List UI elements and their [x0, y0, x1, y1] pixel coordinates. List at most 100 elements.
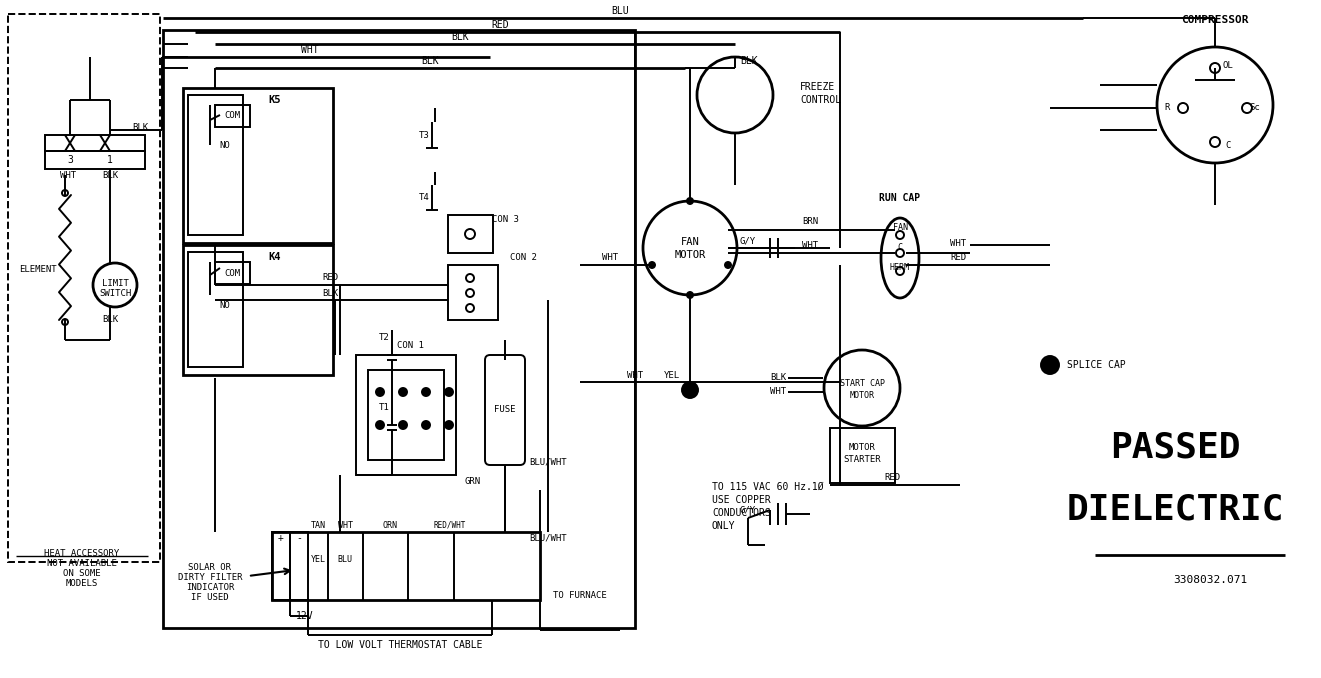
Bar: [291, 532, 308, 600]
Bar: [215, 105, 250, 127]
Text: RUN CAP: RUN CAP: [880, 193, 921, 203]
Text: TO FURNACE: TO FURNACE: [553, 591, 606, 599]
Text: COMPRESSOR: COMPRESSOR: [1181, 15, 1248, 25]
Text: STARTER: STARTER: [843, 456, 881, 464]
Text: ONLY: ONLY: [712, 521, 736, 531]
Circle shape: [896, 267, 904, 275]
Text: BRN: BRN: [802, 218, 818, 226]
Text: K4: K4: [268, 252, 281, 262]
Text: CONTROL: CONTROL: [801, 95, 841, 105]
Circle shape: [466, 289, 474, 297]
Bar: [215, 262, 250, 284]
Text: BLK: BLK: [421, 56, 439, 66]
Text: C: C: [1226, 140, 1231, 150]
Text: TO LOW VOLT THERMOSTAT CABLE: TO LOW VOLT THERMOSTAT CABLE: [318, 640, 482, 650]
Text: YEL: YEL: [310, 555, 325, 565]
Text: MOTOR: MOTOR: [675, 250, 705, 260]
Bar: [184, 245, 333, 375]
Text: FAN: FAN: [893, 224, 908, 233]
Text: RED: RED: [322, 273, 338, 283]
Text: T2: T2: [379, 334, 390, 342]
Text: HERM: HERM: [890, 264, 910, 273]
Text: Sc: Sc: [1250, 104, 1260, 113]
Circle shape: [697, 57, 773, 133]
Text: PASSED: PASSED: [1110, 431, 1240, 465]
Bar: [45, 135, 145, 151]
Circle shape: [399, 421, 407, 429]
Text: DIRTY FILTER: DIRTY FILTER: [178, 574, 242, 582]
Text: WHT: WHT: [950, 239, 966, 247]
Circle shape: [682, 382, 697, 398]
Text: WHT: WHT: [770, 388, 786, 397]
Text: MOTOR: MOTOR: [848, 443, 876, 452]
Text: BLK: BLK: [102, 170, 118, 180]
Ellipse shape: [881, 218, 919, 298]
Text: START CAP: START CAP: [840, 378, 885, 388]
Text: LIMIT: LIMIT: [102, 279, 128, 287]
Circle shape: [1178, 103, 1188, 113]
Text: ON SOME: ON SOME: [63, 568, 100, 578]
Text: COM: COM: [225, 111, 240, 121]
Text: BLK: BLK: [102, 315, 118, 325]
Text: 3308032.071: 3308032.071: [1173, 575, 1247, 585]
Bar: [184, 88, 333, 243]
Bar: [272, 532, 291, 600]
Circle shape: [62, 190, 67, 196]
Circle shape: [1041, 356, 1059, 374]
Circle shape: [445, 421, 453, 429]
Bar: [162, 30, 635, 628]
Text: NO: NO: [219, 300, 230, 309]
Text: ORN: ORN: [383, 521, 398, 530]
Text: BLU: BLU: [612, 6, 629, 16]
Text: G/Y: G/Y: [740, 506, 756, 515]
Circle shape: [466, 274, 474, 282]
Circle shape: [92, 263, 137, 307]
Text: WHT: WHT: [301, 45, 318, 55]
Circle shape: [421, 388, 431, 396]
Text: SWITCH: SWITCH: [99, 289, 131, 298]
Text: G/Y: G/Y: [740, 237, 756, 245]
Text: BLK: BLK: [132, 123, 148, 132]
Circle shape: [687, 292, 694, 298]
Text: GRN: GRN: [465, 477, 481, 487]
Text: K5: K5: [268, 95, 281, 105]
Circle shape: [687, 198, 694, 204]
Text: NO: NO: [219, 140, 230, 150]
Circle shape: [896, 249, 904, 257]
Text: INDICATOR: INDICATOR: [186, 584, 234, 593]
Text: ELEMENT: ELEMENT: [20, 266, 57, 275]
Text: HEAT ACCESSORY: HEAT ACCESSORY: [45, 549, 120, 557]
Text: NOT AVAILABLE: NOT AVAILABLE: [48, 559, 118, 567]
Bar: [448, 265, 498, 320]
Text: MOTOR: MOTOR: [849, 391, 875, 399]
Text: COM: COM: [225, 268, 240, 277]
Text: BLU: BLU: [337, 555, 353, 565]
Text: T4: T4: [419, 193, 431, 203]
Circle shape: [1242, 103, 1252, 113]
Text: T1: T1: [379, 403, 390, 412]
Text: -: -: [296, 533, 303, 543]
Text: BLU/WHT: BLU/WHT: [530, 458, 567, 466]
Circle shape: [896, 231, 904, 239]
Bar: [272, 532, 540, 600]
Text: USE COPPER: USE COPPER: [712, 495, 770, 505]
Text: 12V: 12V: [296, 611, 314, 621]
Text: 3: 3: [67, 155, 73, 165]
Circle shape: [1210, 137, 1221, 147]
Text: RED/WHT: RED/WHT: [433, 521, 466, 530]
Circle shape: [1210, 63, 1221, 73]
Text: RED: RED: [491, 20, 509, 30]
Circle shape: [649, 262, 655, 268]
Text: WHT: WHT: [59, 170, 77, 180]
Text: SOLAR OR: SOLAR OR: [189, 563, 231, 572]
Text: YEL: YEL: [664, 370, 680, 380]
Text: BLK: BLK: [322, 289, 338, 298]
Bar: [369, 370, 444, 460]
Text: FUSE: FUSE: [494, 405, 515, 414]
Text: RED: RED: [950, 254, 966, 262]
Circle shape: [725, 262, 731, 268]
Bar: [830, 428, 896, 483]
Text: WHT: WHT: [802, 241, 818, 250]
Text: FAN: FAN: [680, 237, 699, 247]
Text: CON 2: CON 2: [510, 254, 536, 262]
